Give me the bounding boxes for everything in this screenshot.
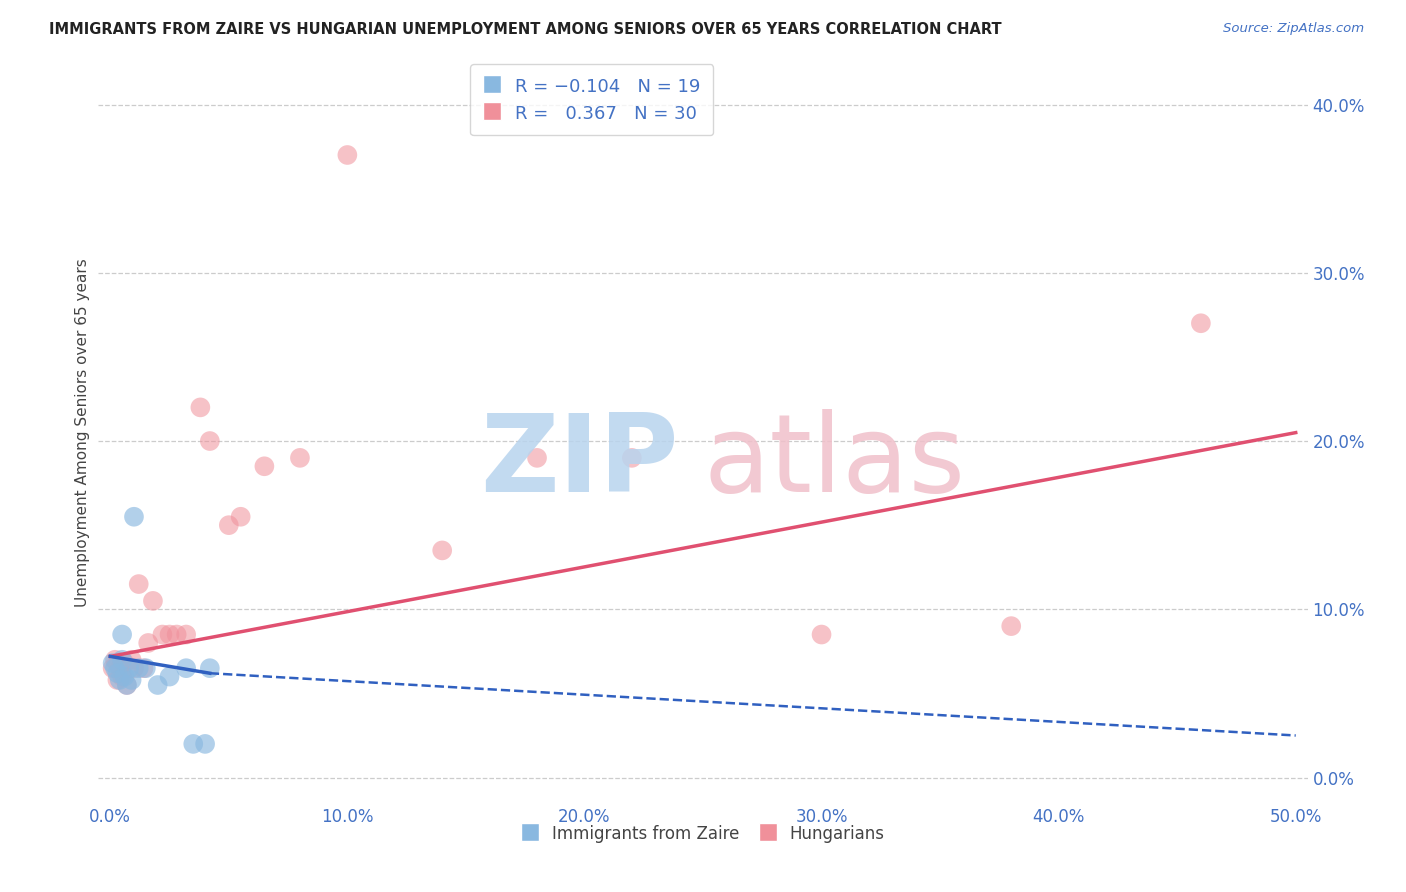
Point [122, 661, 145, 675]
Point [810, 627, 832, 641]
Point [104, 661, 127, 675]
Point [1000, 619, 1022, 633]
Point [114, 670, 136, 684]
Point [198, 661, 221, 675]
Point [128, 577, 150, 591]
Point [159, 627, 181, 641]
Point [121, 653, 143, 667]
Point [288, 450, 311, 465]
Point [118, 661, 141, 675]
Point [132, 661, 155, 675]
Point [152, 627, 174, 641]
Point [432, 543, 454, 558]
Text: IMMIGRANTS FROM ZAIRE VS HUNGARIAN UNEMPLOYMENT AMONG SENIORS OVER 65 YEARS CORR: IMMIGRANTS FROM ZAIRE VS HUNGARIAN UNEMP… [49, 22, 1002, 37]
Point [128, 661, 150, 675]
Text: Source: ZipAtlas.com: Source: ZipAtlas.com [1223, 22, 1364, 36]
Point [174, 661, 197, 675]
Point [253, 459, 276, 474]
Point [336, 148, 359, 162]
Point [121, 673, 143, 687]
Point [146, 678, 169, 692]
Point [159, 670, 181, 684]
Point [166, 627, 188, 641]
Point [135, 661, 157, 675]
Point [115, 678, 138, 692]
Point [115, 678, 138, 692]
Point [114, 656, 136, 670]
Point [108, 673, 131, 687]
Point [101, 656, 124, 670]
Point [108, 661, 131, 675]
Point [122, 509, 145, 524]
Point [229, 509, 252, 524]
Point [190, 401, 212, 415]
Point [181, 737, 204, 751]
Point [111, 653, 134, 667]
Text: atlas: atlas [703, 409, 965, 516]
Point [111, 627, 134, 641]
Point [526, 450, 548, 465]
Point [101, 661, 124, 675]
Point [105, 673, 128, 687]
Y-axis label: Unemployment Among Seniors over 65 years: Unemployment Among Seniors over 65 years [75, 259, 90, 607]
Point [194, 737, 217, 751]
Point [104, 653, 127, 667]
Point [174, 627, 197, 641]
Point [620, 450, 643, 465]
Point [218, 518, 240, 533]
Point [198, 434, 221, 448]
Text: ZIP: ZIP [481, 409, 679, 516]
Point [1189, 316, 1212, 330]
Point [136, 636, 159, 650]
Point [111, 670, 134, 684]
Point [142, 594, 165, 608]
Point [105, 666, 128, 681]
Legend: Immigrants from Zaire, Hungarians: Immigrants from Zaire, Hungarians [515, 819, 891, 850]
